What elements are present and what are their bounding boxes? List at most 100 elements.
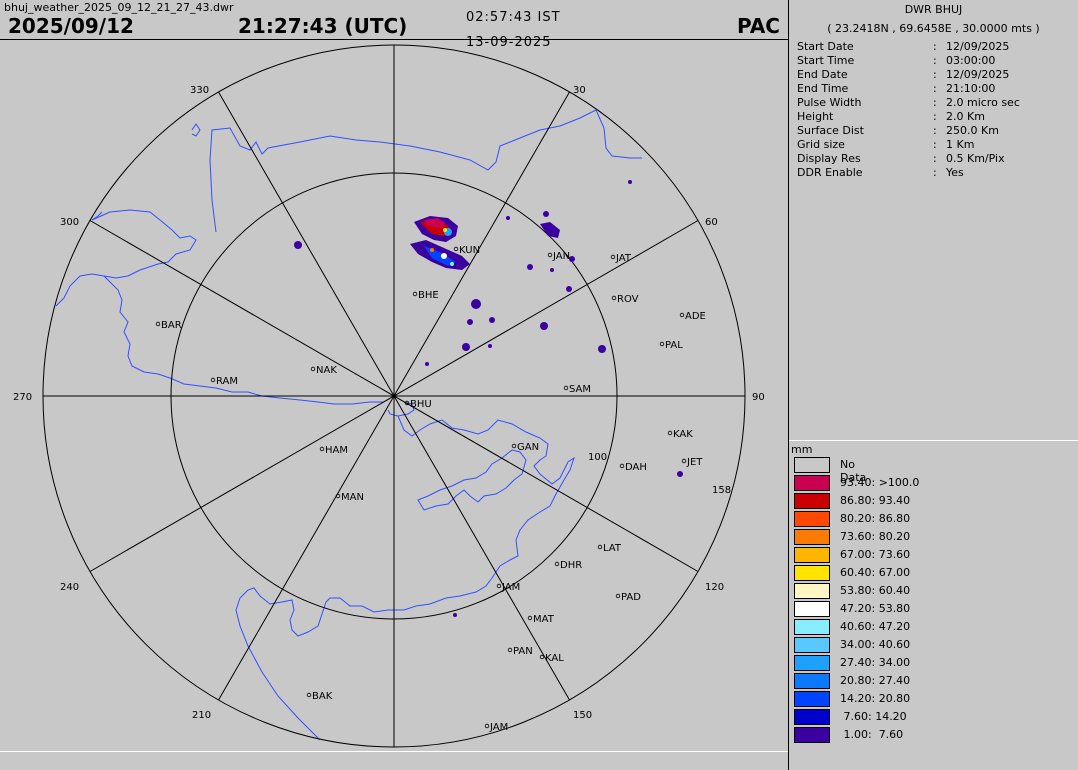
legend-label: 7.60: 14.20: [840, 710, 907, 723]
station-marker: KAK: [667, 429, 693, 440]
station-label: BHU: [410, 399, 432, 410]
param-key: Display Res: [797, 152, 861, 165]
station-label: SAM: [569, 384, 591, 395]
station-dot: [611, 295, 617, 301]
param-key: Grid size: [797, 138, 845, 151]
legend-swatch: [794, 709, 830, 725]
azimuth-label: 300: [60, 217, 79, 228]
legend-label: 40.60: 47.20: [840, 620, 911, 633]
legend-label: 53.80: 60.40: [840, 584, 911, 597]
legend-swatch: [794, 583, 830, 599]
legend-label: 47.20: 53.80: [840, 602, 911, 615]
param-row: End Date:12/09/2025: [797, 68, 1010, 81]
legend-swatch: [794, 529, 830, 545]
color-legend: mm No Data 93.40: >100.0 86.80: 93.40 80.2…: [789, 441, 1078, 770]
station-marker: KAL: [539, 653, 564, 664]
legend-label: No Data: [840, 458, 867, 484]
azimuth-label: 210: [192, 710, 211, 721]
station-dot: [210, 377, 216, 383]
station-marker: JAM: [484, 722, 508, 733]
station-name: DWR BHUJ: [904, 3, 963, 16]
station-dot: [496, 583, 502, 589]
radar-info-panel: DWR BHUJ ( 23.2418N , 69.6458E , 30.0000…: [789, 0, 1078, 441]
station-label: PAN: [513, 646, 533, 657]
station-label: GAN: [517, 442, 539, 453]
legend-label: 27.40: 34.00: [840, 656, 911, 669]
azimuth-labels: 30 60 90 120 150 210 240 270 300 330 100 158: [13, 85, 765, 721]
azimuth-lines: [43, 45, 745, 747]
station-markers: KUN JAN JAT BHE ROV ADE BAR PAL NAK RAM SAM BHU KAK G…: [155, 245, 706, 733]
station-label: JAN: [552, 251, 570, 262]
station-marker: DAH: [619, 462, 647, 473]
legend-label: 1.00: 7.60: [840, 728, 904, 741]
legend-swatch: [794, 691, 830, 707]
station-marker: JAN: [547, 251, 570, 262]
station-marker: JAT: [610, 253, 632, 264]
station-dot: [335, 493, 341, 499]
param-row: Height:2.0 Km: [797, 110, 985, 123]
station-dot: [615, 593, 621, 599]
legend-swatch: [794, 673, 830, 689]
station-label: RAM: [216, 376, 238, 387]
azimuth-label: 30: [573, 85, 586, 96]
station-marker: GAN: [511, 442, 539, 453]
azimuth-label: 90: [752, 392, 765, 403]
legend-swatch: [794, 493, 830, 509]
station-dot: [484, 723, 490, 729]
station-marker: BHE: [412, 290, 439, 301]
station-dot: [412, 291, 418, 297]
station-label: NAK: [316, 365, 337, 376]
panel-divider: [788, 0, 789, 770]
scan-time-utc: 21:27:43 (UTC): [238, 14, 408, 38]
coastline: [55, 109, 642, 741]
station-label: PAD: [621, 592, 641, 603]
legend-label: 67.00: 73.60: [840, 548, 911, 561]
station-marker: DHR: [554, 560, 582, 571]
station-marker: LAT: [597, 543, 622, 554]
station-dot: [597, 544, 603, 550]
azimuth-label: 60: [705, 217, 718, 228]
station-label: JAM: [501, 582, 520, 593]
radar-map[interactable]: 30 60 90 120 150 210 240 270 300 330 100 158 KUN JAN…: [0, 0, 788, 751]
param-key: End Date: [797, 68, 848, 81]
scan-parameters: Start Date:12/09/2025 Start Time:03:00:0…: [797, 40, 1067, 180]
legend-label: 34.00: 40.60: [840, 638, 911, 651]
station-label: DHR: [560, 560, 582, 571]
param-row: Pulse Width:2.0 micro sec: [797, 96, 1020, 109]
range-label: 158: [712, 485, 731, 496]
param-value: 2.0 Km: [946, 110, 985, 123]
param-value: 12/09/2025: [946, 40, 1010, 53]
station-label: MAN: [341, 492, 364, 503]
legend-swatch: [794, 457, 830, 473]
station-dot: [681, 458, 687, 464]
legend-swatch: [794, 565, 830, 581]
param-value: 03:00:00: [946, 54, 996, 67]
station-dot: [554, 561, 560, 567]
range-label: 100: [588, 452, 607, 463]
station-dot: [453, 246, 459, 252]
station-dot: [404, 400, 410, 406]
station-marker: BAK: [306, 691, 333, 702]
legend-label: 93.40: >100.0: [840, 476, 920, 489]
param-row: DDR Enable: Yes: [797, 166, 964, 179]
legend-swatch: [794, 475, 830, 491]
station-marker: MAN: [335, 492, 364, 503]
legend-label: 20.80: 27.40: [840, 674, 911, 687]
station-dot: [659, 341, 665, 347]
station-label: PAL: [665, 340, 683, 351]
legend-swatch: [794, 655, 830, 671]
station-dot: [507, 647, 513, 653]
param-key: DDR Enable: [797, 166, 863, 179]
station-marker: JET: [681, 457, 703, 468]
station-marker: RAM: [210, 376, 238, 387]
legend-swatch: [794, 619, 830, 635]
legend-swatch: [794, 727, 830, 743]
param-key: Pulse Width: [797, 96, 862, 109]
station-label: BHE: [418, 290, 439, 301]
azimuth-label: 240: [60, 582, 79, 593]
station-dot: [563, 385, 569, 391]
station-label: BAK: [312, 691, 333, 702]
azimuth-label: 270: [13, 392, 32, 403]
station-label: JAM: [489, 722, 508, 733]
station-label: KAK: [673, 429, 693, 440]
